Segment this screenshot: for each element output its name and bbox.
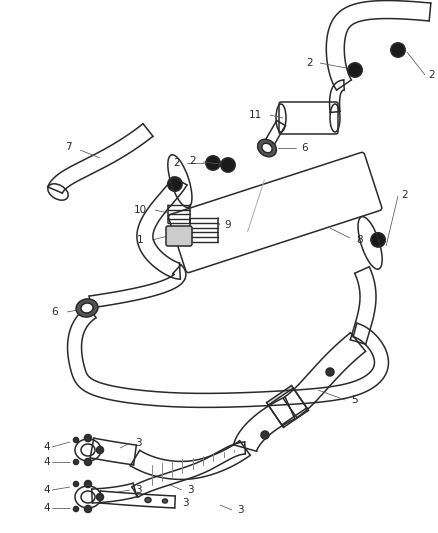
Text: 3: 3: [237, 505, 244, 515]
Text: 4: 4: [43, 485, 50, 495]
Ellipse shape: [145, 497, 151, 503]
Text: 4: 4: [43, 457, 50, 467]
Text: 6: 6: [302, 143, 308, 153]
Ellipse shape: [258, 139, 276, 157]
Polygon shape: [283, 333, 366, 418]
Text: 3: 3: [135, 438, 141, 448]
Ellipse shape: [206, 156, 220, 170]
Ellipse shape: [221, 158, 235, 172]
Ellipse shape: [162, 499, 167, 503]
Text: 7: 7: [65, 142, 71, 152]
Polygon shape: [267, 385, 308, 427]
Polygon shape: [90, 438, 136, 465]
Ellipse shape: [326, 368, 334, 376]
Text: 2: 2: [307, 58, 313, 68]
Text: 3: 3: [135, 485, 141, 495]
Ellipse shape: [261, 431, 269, 439]
Polygon shape: [137, 177, 187, 279]
Ellipse shape: [85, 505, 92, 513]
Text: 2: 2: [429, 70, 435, 80]
Polygon shape: [326, 1, 431, 90]
Text: 2: 2: [174, 158, 180, 168]
Ellipse shape: [391, 43, 405, 57]
Text: 5: 5: [352, 395, 358, 405]
Text: 4: 4: [43, 442, 50, 452]
FancyBboxPatch shape: [166, 226, 192, 246]
Ellipse shape: [81, 303, 93, 313]
Polygon shape: [89, 265, 186, 308]
Text: 3: 3: [182, 498, 188, 508]
Text: 6: 6: [52, 307, 58, 317]
FancyBboxPatch shape: [169, 152, 382, 272]
FancyBboxPatch shape: [279, 102, 338, 134]
Ellipse shape: [74, 481, 78, 487]
Text: 2: 2: [190, 156, 196, 166]
Text: 9: 9: [225, 220, 231, 230]
Ellipse shape: [262, 143, 272, 153]
Ellipse shape: [74, 459, 78, 464]
Ellipse shape: [85, 481, 92, 488]
Text: 11: 11: [248, 110, 261, 120]
Ellipse shape: [168, 177, 182, 191]
Polygon shape: [48, 124, 153, 193]
Polygon shape: [350, 266, 376, 344]
Ellipse shape: [85, 458, 92, 465]
Text: 8: 8: [357, 235, 363, 245]
Ellipse shape: [96, 447, 103, 454]
Polygon shape: [92, 483, 137, 503]
Ellipse shape: [74, 438, 78, 442]
Ellipse shape: [96, 494, 103, 500]
Polygon shape: [132, 442, 245, 497]
Text: 2: 2: [402, 190, 408, 200]
Ellipse shape: [348, 63, 362, 77]
Polygon shape: [266, 120, 285, 144]
Polygon shape: [233, 397, 295, 451]
Polygon shape: [268, 388, 307, 425]
Polygon shape: [329, 80, 344, 112]
Ellipse shape: [85, 434, 92, 441]
Text: 4: 4: [43, 503, 50, 513]
Polygon shape: [131, 441, 250, 480]
Text: 10: 10: [134, 205, 147, 215]
Ellipse shape: [74, 506, 78, 512]
Ellipse shape: [76, 299, 98, 317]
Text: 3: 3: [187, 485, 193, 495]
Polygon shape: [99, 491, 175, 508]
Ellipse shape: [371, 233, 385, 247]
Polygon shape: [67, 306, 389, 407]
Text: 1: 1: [137, 235, 143, 245]
